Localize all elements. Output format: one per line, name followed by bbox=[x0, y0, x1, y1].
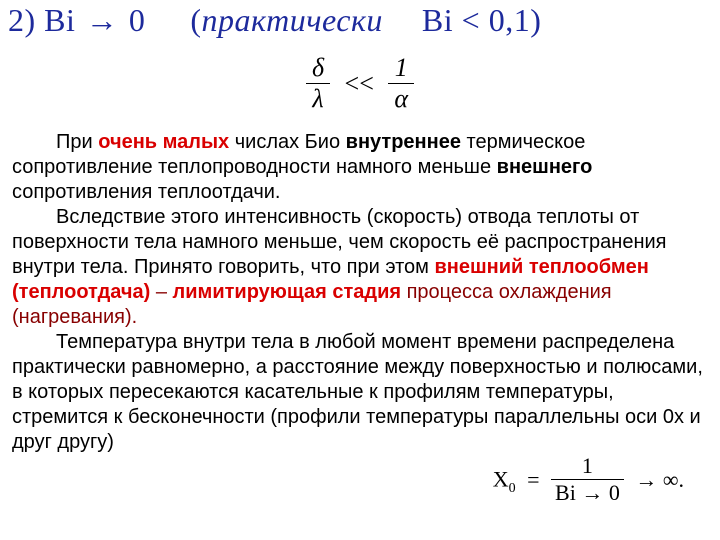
den-zero: 0 bbox=[609, 480, 620, 505]
subscript-zero: 0 bbox=[509, 481, 516, 496]
formula-resistance-ratio: δ λ << 1 α bbox=[0, 55, 720, 112]
heading-zero: 0 bbox=[129, 2, 146, 38]
heading-bi: Bi bbox=[44, 2, 75, 38]
heading-number: 2) bbox=[8, 2, 36, 38]
body-paragraphs: При очень малых числах Био внутреннее те… bbox=[12, 130, 710, 455]
p1-t2: числах Био bbox=[229, 131, 345, 153]
fraction-one-alpha: 1 α bbox=[388, 55, 414, 112]
much-less-icon: << bbox=[337, 69, 382, 98]
fraction-delta-lambda: δ λ bbox=[306, 55, 330, 112]
heading-practically: практически bbox=[202, 2, 383, 38]
den-bi: Bi bbox=[555, 480, 576, 505]
cond-bi: Bi bbox=[422, 2, 453, 38]
infinity-symbol: ∞ bbox=[663, 467, 679, 492]
p1-internal: внутреннее bbox=[346, 131, 461, 153]
paragraph-3: Температура внутри тела в любой момент в… bbox=[12, 330, 710, 455]
p1-external: внешнего bbox=[497, 156, 593, 178]
arrow-icon: → bbox=[84, 2, 121, 38]
tail-dot: . bbox=[679, 467, 685, 492]
p2-limiting-stage: лимитирующая стадия bbox=[173, 281, 402, 303]
heading-case-2: 2) Bi → 0 (практически Bi < 0,1) bbox=[8, 2, 541, 39]
paragraph-1: При очень малых числах Био внутреннее те… bbox=[12, 130, 710, 205]
x-symbol: X bbox=[493, 467, 509, 492]
paren-close: ) bbox=[530, 2, 541, 38]
formula-x0-limit: X0 = 1 Bi → 0 → ∞. bbox=[493, 455, 684, 504]
cond-lt: < bbox=[462, 2, 481, 38]
num-one: 1 bbox=[551, 455, 624, 477]
p1-t0: При bbox=[56, 131, 98, 153]
p2-dash: – bbox=[150, 281, 172, 303]
tail-arrow-icon: → bbox=[635, 467, 657, 492]
fraction-one-over-bi: 1 Bi → 0 bbox=[551, 455, 624, 504]
p3-t0: Температура внутри тела в любой момент в… bbox=[12, 331, 703, 453]
lambda-symbol: λ bbox=[306, 86, 330, 112]
delta-symbol: δ bbox=[306, 55, 330, 81]
cond-val: 0,1 bbox=[489, 2, 531, 38]
paragraph-2: Вследствие этого интенсивность (скорость… bbox=[12, 205, 710, 330]
equals-symbol: = bbox=[521, 467, 545, 492]
alpha-symbol: α bbox=[388, 86, 414, 112]
one-symbol: 1 bbox=[388, 55, 414, 81]
p1-very-small: очень малых bbox=[98, 131, 229, 153]
p1-t6: сопротивления теплоотдачи. bbox=[12, 181, 280, 203]
slide: 2) Bi → 0 (практически Bi < 0,1) δ λ << … bbox=[0, 0, 720, 540]
paren-open: ( bbox=[190, 2, 201, 38]
den-arrow-icon: → bbox=[581, 480, 603, 505]
